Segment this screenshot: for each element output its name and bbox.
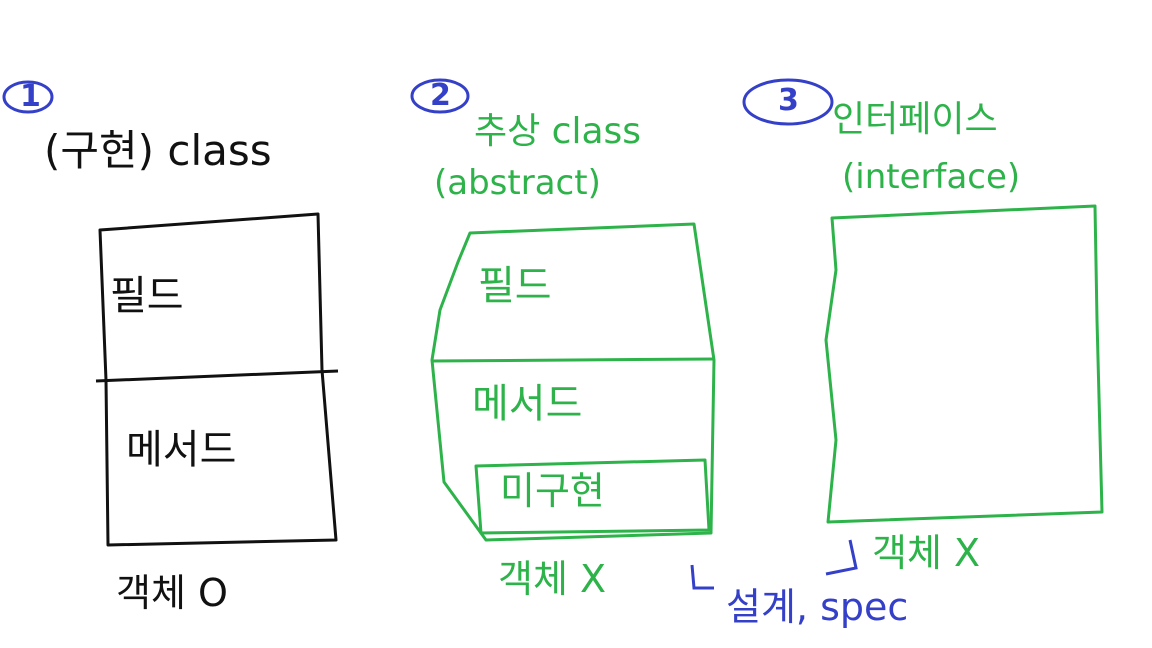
design-spec-annotation: 설계, spec (726, 585, 909, 629)
interface-box-outline (824, 204, 1104, 524)
section-2-unimplemented-label: 미구현 (500, 469, 605, 513)
abstract-box-outline (430, 222, 716, 542)
section-2-field-label: 필드 (478, 263, 552, 309)
annotation-bracket-left (690, 564, 714, 590)
section-2-number: 2 (430, 78, 451, 113)
section-3-title: 인터페이스 (832, 99, 998, 140)
section-3-subtitle: (interface) (842, 157, 1021, 197)
section-2-footer: 객체 X (498, 557, 607, 601)
section-1-footer: 객체 O (116, 571, 228, 615)
number-circle-1 (2, 80, 54, 114)
section-1-number: 1 (20, 79, 41, 114)
unimplemented-box-outline (474, 458, 711, 535)
number-circle-2 (410, 78, 470, 114)
class-box-divider (95, 369, 339, 383)
section-1-field-label: 필드 (110, 273, 184, 319)
section-2-title: 추상 class (474, 111, 642, 152)
section-2-method-label: 메서드 (472, 381, 583, 427)
section-2-subtitle: (abstract) (434, 163, 601, 203)
number-circle-3 (742, 78, 834, 126)
section-1-method-label: 메서드 (126, 427, 237, 473)
annotation-bracket-right (825, 539, 858, 576)
abstract-box-divider (431, 357, 715, 363)
section-3-number: 3 (778, 83, 799, 118)
section-3-footer: 객체 X (872, 531, 981, 575)
section-1-title: (구현) class (44, 126, 272, 175)
